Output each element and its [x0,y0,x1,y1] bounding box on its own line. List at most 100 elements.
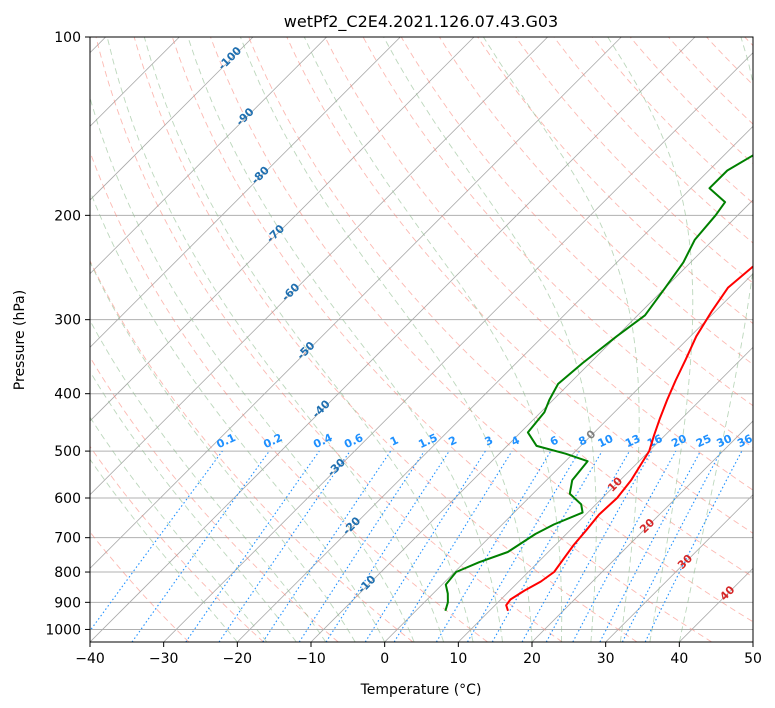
dry-adiabat-line [744,37,753,47]
isotherm-label: -60 [279,280,302,303]
mixing-ratio-line [393,450,513,642]
x-axis: −40 −30 −20 −10 0 10 20 30 40 50 [75,642,762,667]
isotherm-label: -30 [325,456,348,479]
x-tick-label: 50 [744,651,762,667]
isotherm-line [752,641,753,642]
x-tick-label: −10 [296,651,326,667]
dry-adiabat-line [90,445,264,642]
mixing-ratio-label: 2 [447,434,459,449]
dry-adiabat-line [210,37,753,623]
y-tick-label: 900 [54,595,81,611]
dry-adiabat-line [171,37,712,642]
x-tick-label: −40 [75,651,105,667]
dry-adiabat-line [706,37,753,86]
dry-adiabat-line [668,37,753,125]
mixing-ratio-label: 20 [669,432,689,450]
dry-adiabat-line [515,37,753,284]
y-axis: 100 200 300 400 500 600 700 800 900 1000 [45,30,90,638]
moist-adiabat-line [187,37,503,642]
isotherm-label: -10 [355,573,378,596]
isotherm-line [90,37,548,496]
y-tick-label: 700 [54,531,81,547]
mixing-ratio-label: 3 [483,434,495,449]
isotherm-label: -100 [216,44,245,73]
moist-adiabat-line [678,37,753,642]
y-axis-title: Pressure (hPa) [12,290,28,390]
plot-frame [89,36,754,643]
mixing-ratio-line [262,450,392,642]
moist-adiabat-line [143,37,474,642]
isotherm-line [384,273,753,642]
mixing-ratio-label: 0.2 [261,431,284,451]
moist-adiabat-line [90,96,415,642]
y-tick-label: 600 [54,491,81,507]
dewpoint-profile-line [444,154,753,612]
mixing-ratio-line [90,450,223,632]
moist-adiabat-line [239,37,533,642]
isotherm-line [90,37,401,348]
x-tick-label: 10 [449,651,467,667]
isotherm-line [310,199,753,642]
dry-adiabat-line [477,37,753,325]
isotherm-label: 40 [717,583,737,603]
mixing-ratio-line [521,450,630,642]
x-tick-label: −30 [149,651,179,667]
dry-adiabat-line [90,259,414,642]
mixing-ratio-label: 13 [623,432,642,450]
mixing-ratio-line [218,450,351,642]
mixing-ratio-line [545,450,653,642]
mixing-ratio-label: 4 [509,433,522,448]
x-tick-label: −20 [223,651,253,667]
isotherm-label: -40 [310,397,333,420]
isotherm-line [237,125,753,642]
moist-adiabat-line [303,37,563,642]
isotherm-label: 20 [637,516,657,536]
dry-adiabat-line [90,356,339,642]
isotherm-line [605,494,753,642]
mixing-ratio-label: 6 [548,433,561,448]
isotherm-line [163,52,753,642]
grid-lines [90,37,753,630]
y-tick-label: 100 [54,30,81,46]
y-tick-label: 800 [54,565,81,581]
moist-adiabat-line [90,370,297,642]
mixing-ratio-line [185,450,320,642]
moist-adiabat-line [106,37,445,642]
mixing-ratio-label: 10 [596,432,616,450]
dry-adiabat-line [90,150,488,642]
isotherm-label: -70 [264,222,287,245]
mixing-ratio-line [572,450,677,642]
mixing-ratio-line [435,450,552,642]
x-tick-label: 20 [523,651,541,667]
chart-title: wetPf2_C2E4.2021.126.07.43.G03 [284,12,558,32]
isotherm-line [90,37,254,201]
y-tick-label: 400 [54,387,81,403]
moist-adiabat-line [90,416,268,642]
mixing-ratio-label: 0.6 [342,431,365,451]
moist-adiabat-line [90,261,356,642]
dry-adiabat-line [90,531,190,642]
dry-adiabat-line [95,37,563,642]
isotherm-label: -90 [233,105,256,128]
x-tick-label: 30 [597,651,615,667]
mixing-ratio-line [325,450,450,642]
plot-area: 0.1 0.2 0.4 0.6 1 1.5 2 3 4 6 8 10 13 16 20 25 30 36-100-… [90,37,753,642]
moist-adiabat-line [607,37,694,642]
y-tick-label: 200 [54,208,81,224]
moist-adiabat-line [90,189,386,642]
isotherm-line [90,37,696,642]
temperature-profile-line [505,265,753,612]
moist-adiabat-line [383,37,597,642]
mixing-ratio-line [298,450,425,642]
dry-adiabat-line [591,37,753,204]
mixing-ratio-line [491,450,603,642]
reference-line-labels: 0.1 0.2 0.4 0.6 1 1.5 2 3 4 6 8 10 13 16 20 25 30 36-100-… [215,44,753,603]
y-tick-label: 1000 [45,622,81,638]
isotherm-label: 30 [675,552,695,572]
y-tick-label: 500 [54,444,81,460]
dry-adiabat-line [324,37,753,491]
profile-series [444,154,753,612]
isotherm-line [458,346,753,642]
mixing-ratio-label: 25 [694,432,713,450]
